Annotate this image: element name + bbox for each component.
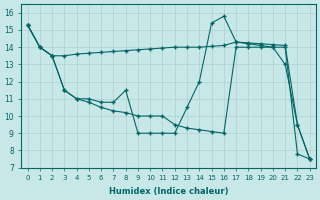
X-axis label: Humidex (Indice chaleur): Humidex (Indice chaleur) <box>109 187 228 196</box>
